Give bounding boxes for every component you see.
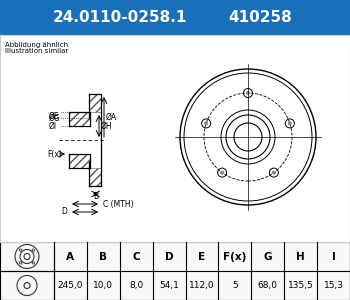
Circle shape	[220, 171, 224, 175]
Text: I: I	[331, 251, 336, 262]
Text: 24.0110-0258.1: 24.0110-0258.1	[53, 11, 187, 26]
Bar	[0, 0, 350, 35]
Circle shape	[204, 122, 208, 125]
Text: 8,0: 8,0	[129, 281, 144, 290]
Bar	[89, 94, 101, 112]
Bar	[0, 35, 350, 242]
Text: G: G	[264, 251, 272, 262]
Text: E: E	[198, 251, 205, 262]
Circle shape	[288, 122, 292, 125]
Bar	[89, 162, 90, 168]
Circle shape	[246, 91, 250, 95]
Text: D: D	[61, 208, 67, 217]
Bar	[69, 112, 90, 126]
Text: B: B	[93, 192, 98, 201]
Text: 410258: 410258	[228, 11, 292, 26]
Text: F(x): F(x)	[47, 149, 62, 158]
Bar	[0, 242, 350, 300]
Text: ØH: ØH	[101, 122, 113, 130]
Text: ØE: ØE	[49, 112, 60, 121]
Bar	[89, 112, 90, 118]
Text: C: C	[132, 251, 140, 262]
Text: 68,0: 68,0	[258, 281, 278, 290]
Text: Abbildung ähnlich: Abbildung ähnlich	[5, 42, 68, 48]
Text: D: D	[165, 251, 173, 262]
Text: C (MTH): C (MTH)	[103, 200, 134, 208]
Text: ØA: ØA	[106, 112, 117, 122]
Text: 54,1: 54,1	[159, 281, 179, 290]
Text: Illustration similar: Illustration similar	[5, 48, 68, 54]
Text: 135,5: 135,5	[288, 281, 314, 290]
Bar	[69, 154, 90, 168]
Text: 245,0: 245,0	[58, 281, 83, 290]
Text: ØG: ØG	[49, 113, 61, 122]
Bar	[89, 168, 101, 186]
Text: 5: 5	[232, 281, 238, 290]
Text: 10,0: 10,0	[93, 281, 113, 290]
Text: F(x): F(x)	[223, 251, 247, 262]
Text: 15,3: 15,3	[323, 281, 344, 290]
Text: ØI: ØI	[49, 122, 57, 130]
Text: A: A	[66, 251, 75, 262]
Text: B: B	[99, 251, 107, 262]
Text: H: H	[296, 251, 305, 262]
Text: 112,0: 112,0	[189, 281, 215, 290]
Circle shape	[272, 171, 276, 175]
